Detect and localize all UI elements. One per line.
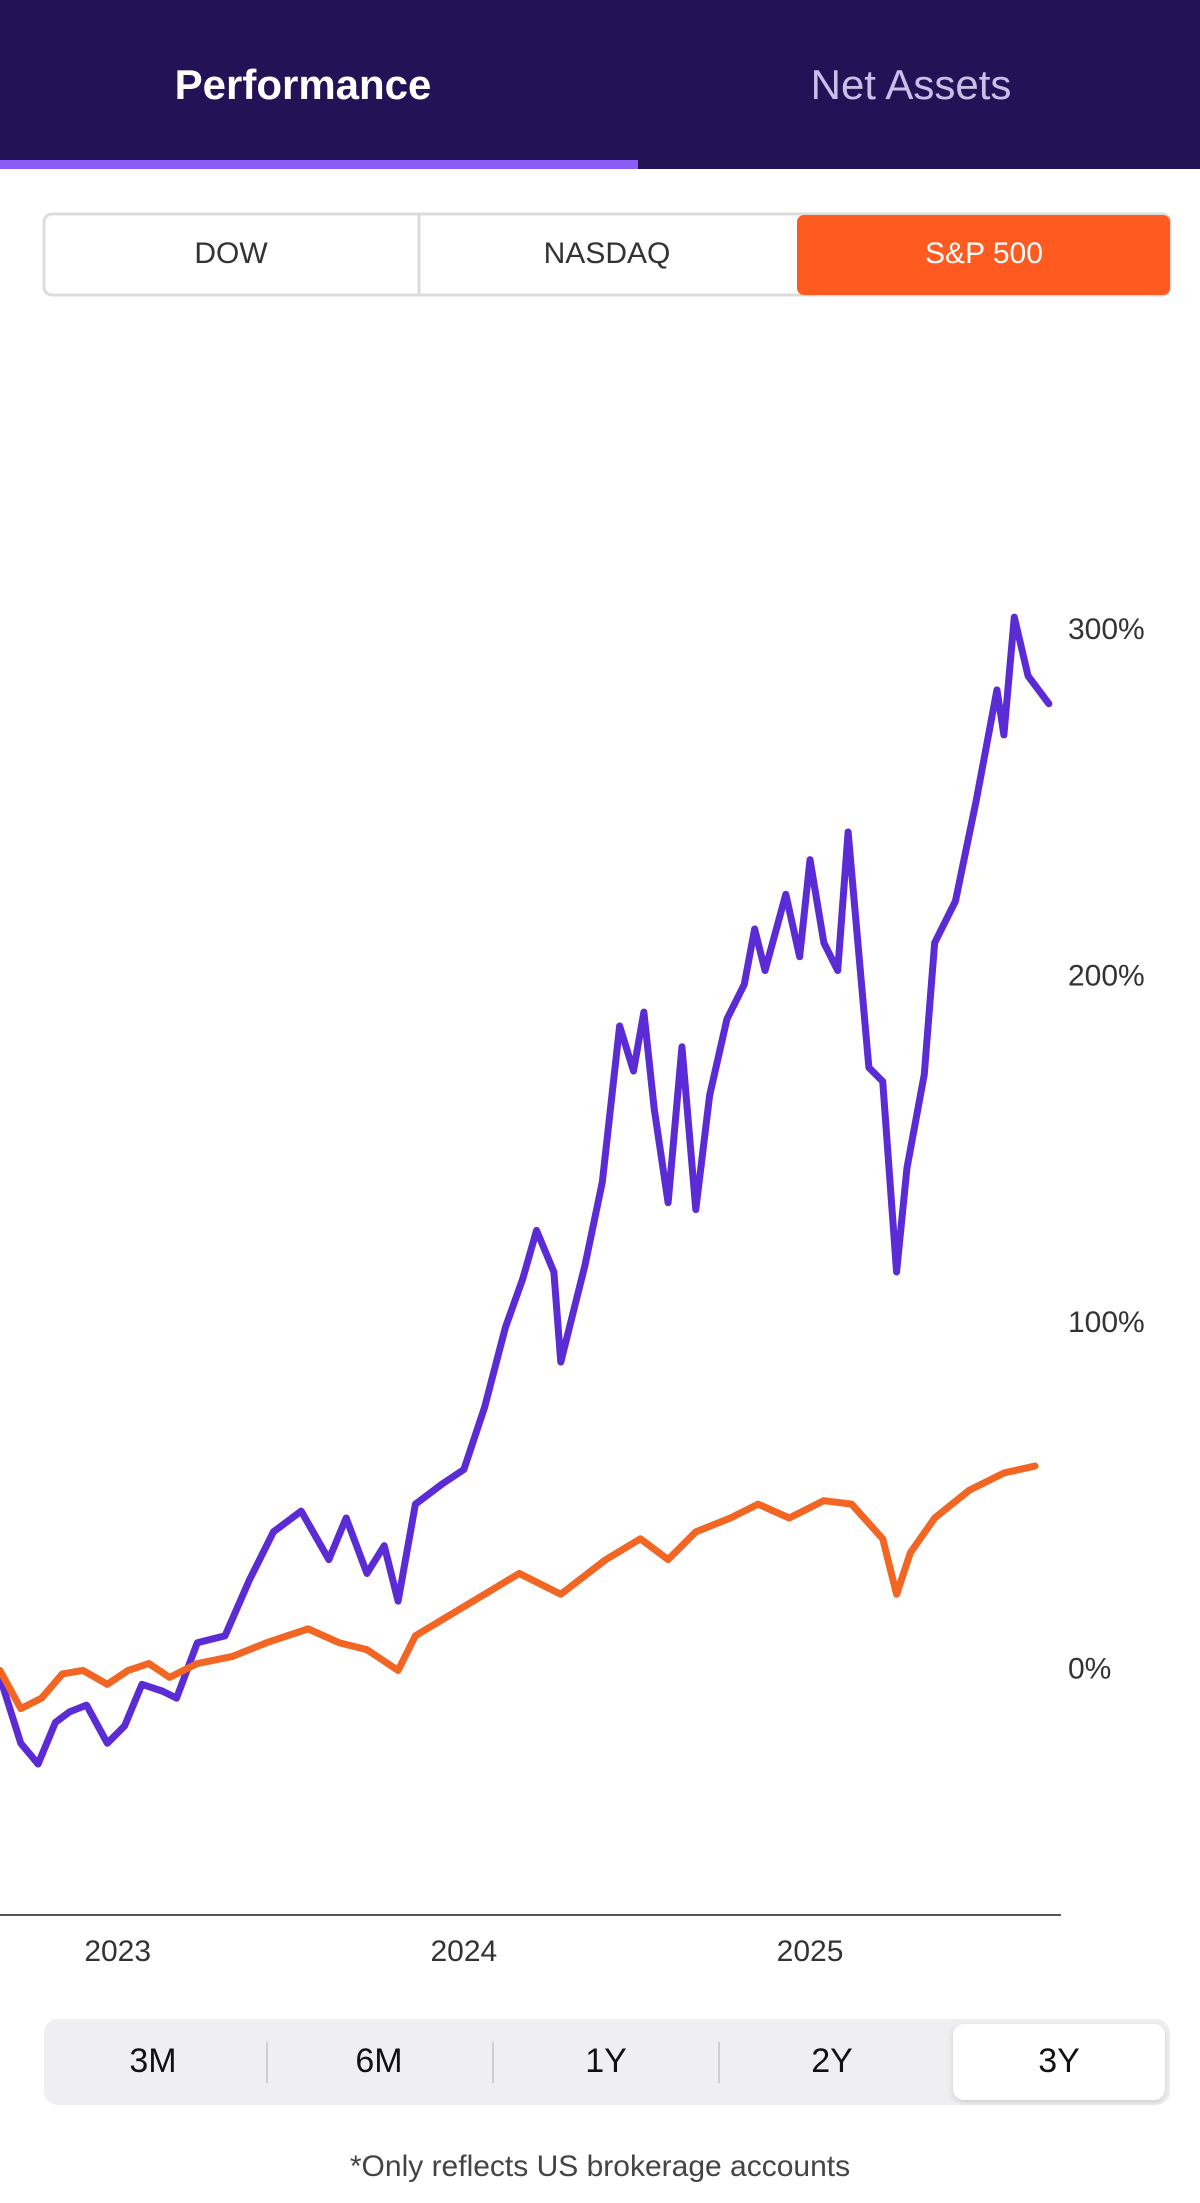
series-line	[0, 1462, 1039, 1713]
x-tick-label: 2023	[84, 1935, 151, 1968]
active-tab-underline	[0, 160, 638, 169]
index-option[interactable]: NASDAQ	[544, 237, 671, 270]
y-tick-label: 300%	[1068, 613, 1145, 646]
selected-index	[797, 215, 1170, 295]
selected-range	[953, 2024, 1165, 2100]
header-bar	[0, 0, 1200, 169]
index-option[interactable]: S&P 500	[925, 237, 1043, 270]
x-tick-label: 2025	[777, 1935, 844, 1968]
tab-performance[interactable]: Performance	[175, 61, 432, 108]
y-tick-label: 0%	[1068, 1652, 1111, 1685]
y-tick-label: 200%	[1068, 959, 1145, 992]
range-option[interactable]: 3M	[129, 2042, 176, 2080]
index-option[interactable]: DOW	[194, 237, 268, 270]
range-selector	[44, 2019, 1170, 2105]
range-option[interactable]: 6M	[355, 2042, 402, 2080]
range-option[interactable]: 2Y	[811, 2042, 853, 2080]
range-option[interactable]: 1Y	[585, 2042, 627, 2080]
y-tick-label: 100%	[1068, 1306, 1145, 1339]
range-option[interactable]: 3Y	[1038, 2042, 1080, 2080]
chart: 0% 100% 200% 300% 2023 2024 2025	[0, 613, 1145, 1968]
series-line	[0, 613, 1053, 1768]
footnote: *Only reflects US brokerage accounts	[350, 2150, 850, 2183]
x-tick-label: 2024	[430, 1935, 497, 1968]
tab-net-assets[interactable]: Net Assets	[811, 61, 1012, 108]
